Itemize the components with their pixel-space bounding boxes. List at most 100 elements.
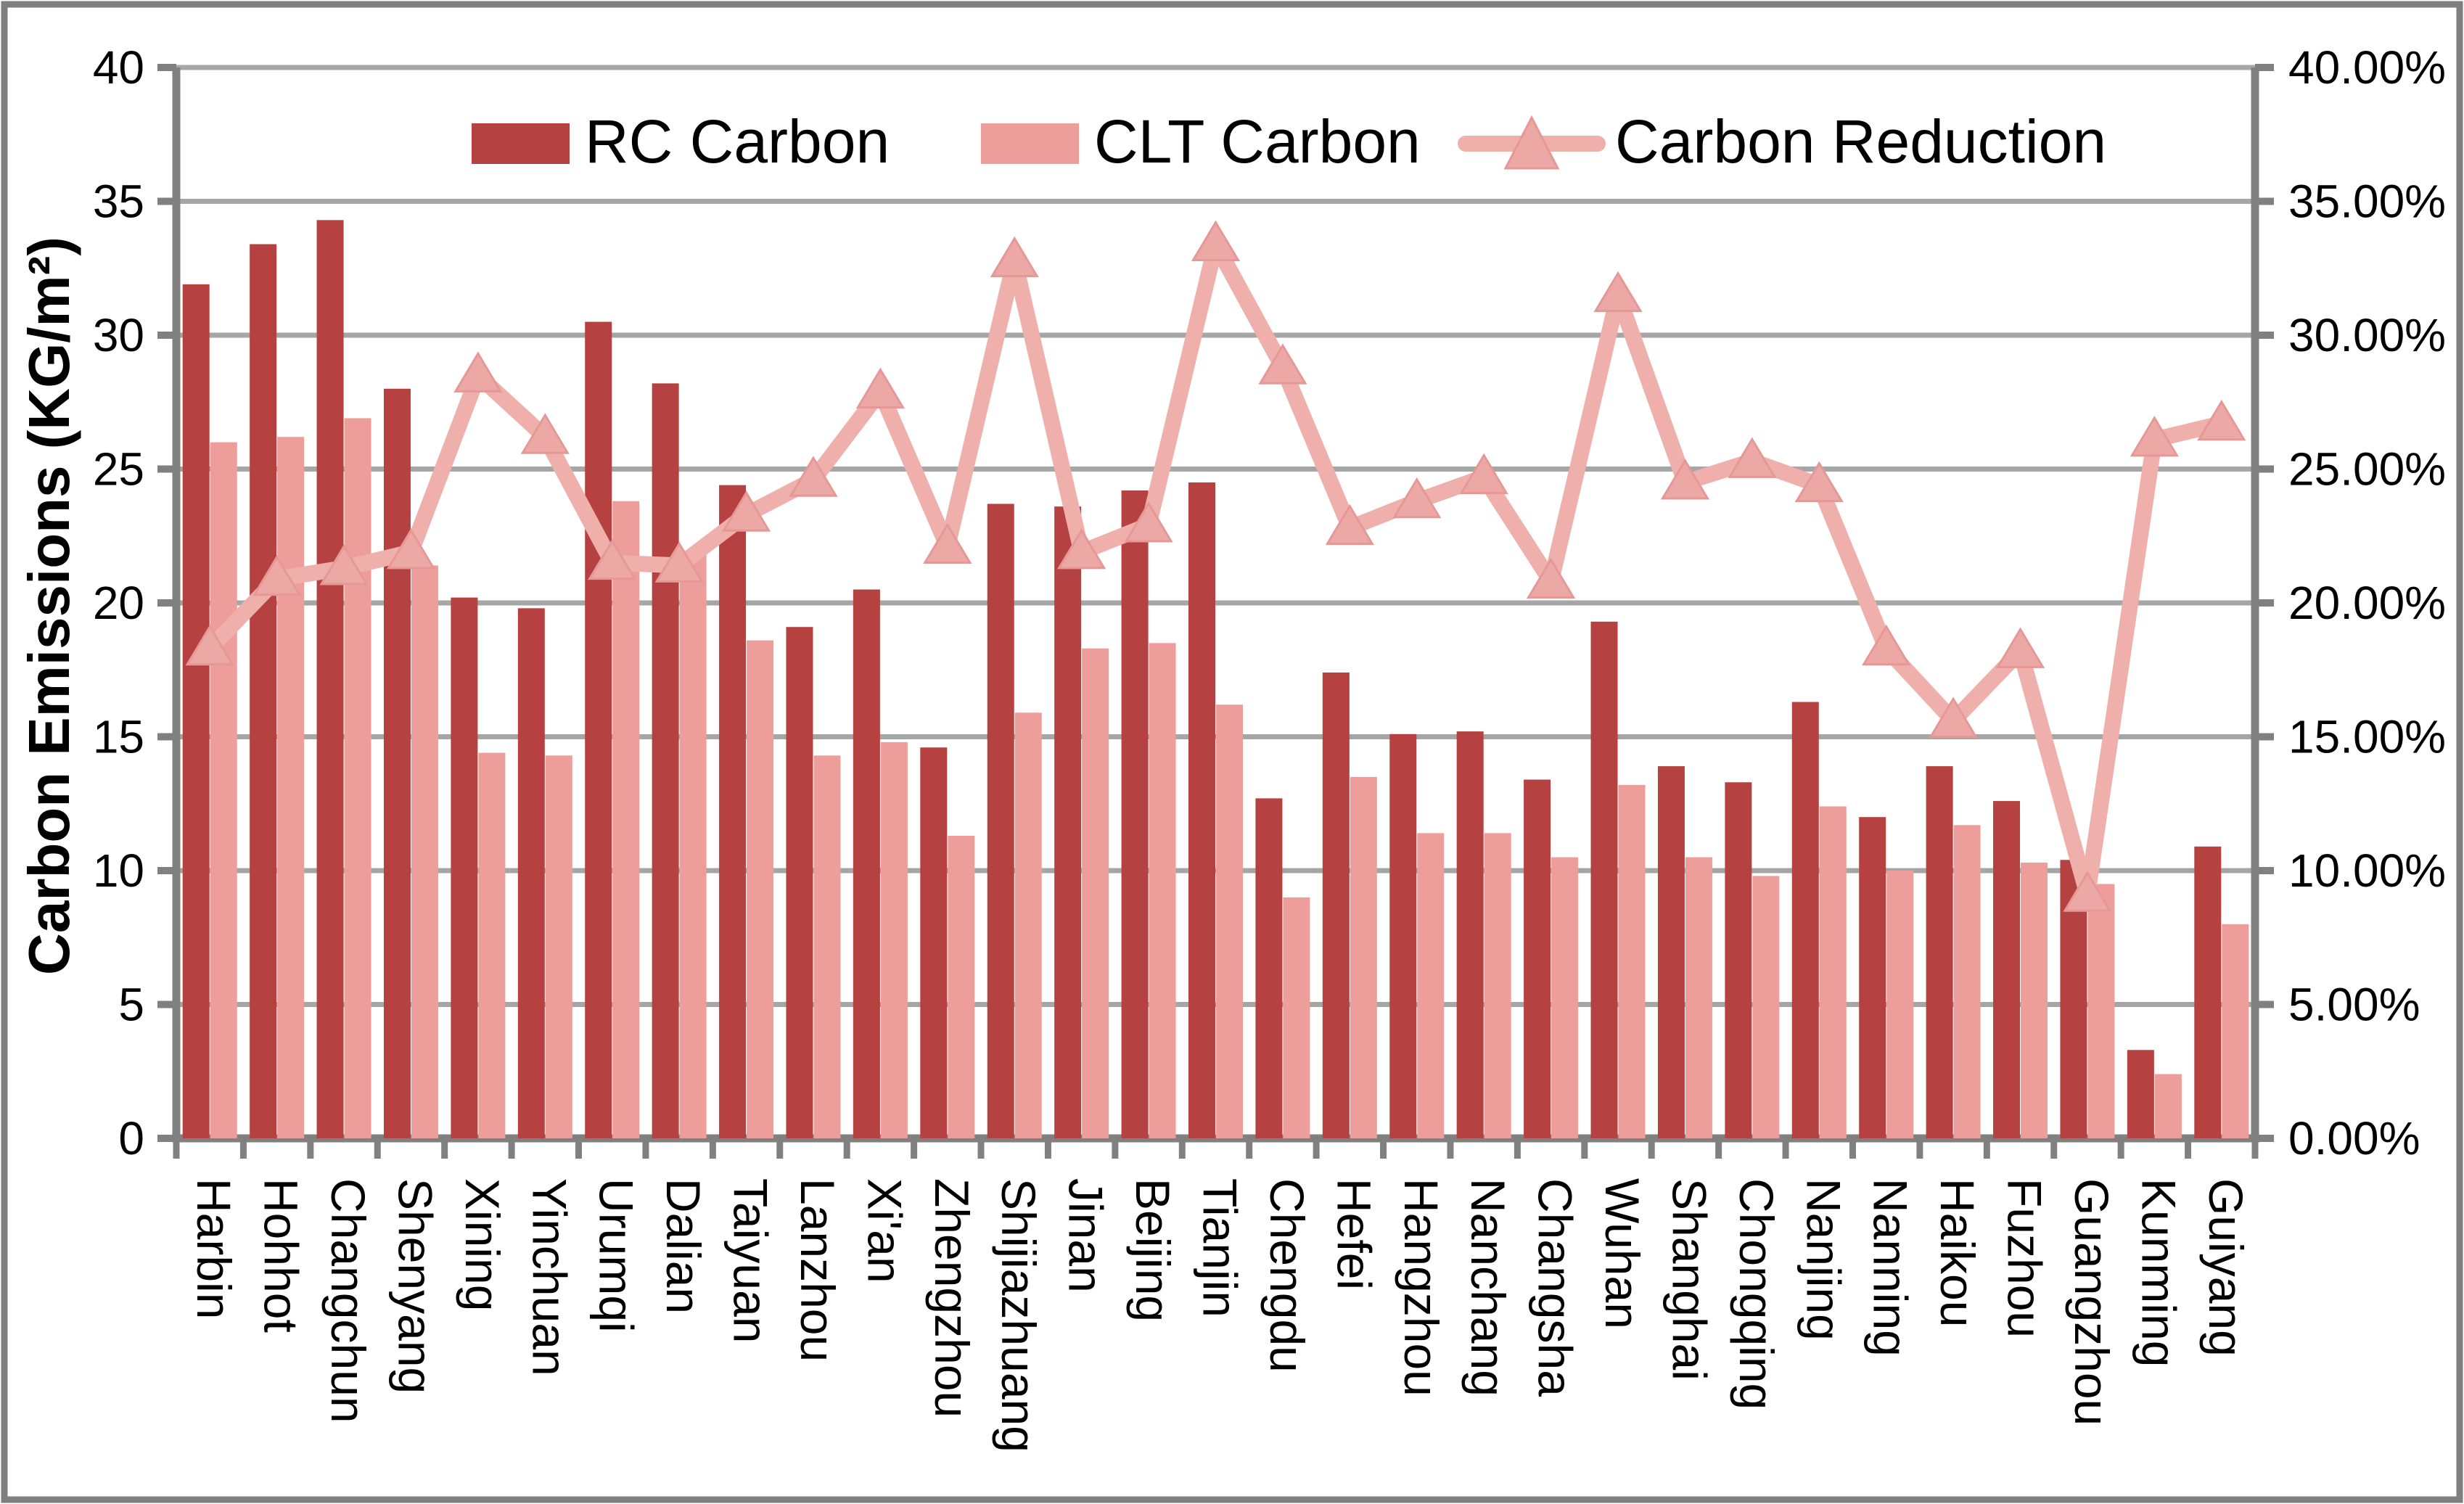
left-axis-tick-label: 10 <box>93 845 144 897</box>
left-axis-tick-label: 15 <box>93 711 144 763</box>
left-axis-tick-label: 40 <box>93 41 144 94</box>
category-labels: Harbin Hohhot Changchun Shenyang Xining Yinch… <box>187 1178 2253 1452</box>
category-label: Harbin <box>187 1178 241 1319</box>
category-label: Chongqing <box>1730 1178 1783 1410</box>
legend-label-rc: RC Carbon <box>585 107 890 176</box>
clt-bar <box>2222 924 2249 1138</box>
category-label: Fuzhou <box>1998 1178 2052 1338</box>
rc-bar <box>182 284 210 1138</box>
rc-bar <box>585 321 612 1138</box>
category-label: Beijing <box>1126 1178 1180 1322</box>
carbon-reduction-markers <box>185 220 2246 912</box>
category-label: Nanjing <box>1796 1178 1850 1341</box>
clt-bar <box>210 442 237 1138</box>
rc-bar <box>1524 779 1551 1138</box>
rc-bar <box>1054 506 1082 1138</box>
rc-bar <box>719 485 747 1138</box>
category-label: Taiyuan <box>724 1178 778 1344</box>
carbon-reduction-marker <box>789 456 838 497</box>
clt-bar <box>1014 712 1042 1138</box>
clt-bar <box>478 752 506 1138</box>
clt-bar <box>1752 876 1780 1138</box>
clt-bar <box>747 640 774 1138</box>
category-label: Hohhot <box>255 1178 308 1333</box>
rc-bar <box>920 747 948 1138</box>
clt-bar <box>1551 857 1579 1138</box>
clt-bar <box>948 836 975 1138</box>
carbon-reduction-marker <box>654 541 704 583</box>
clt-bar <box>411 565 438 1138</box>
category-label: Jinan <box>1059 1178 1113 1293</box>
left-axis-tick-label: 35 <box>93 176 144 228</box>
category-label: Yinchuan <box>522 1178 576 1376</box>
carbon-reduction-marker <box>1392 477 1442 519</box>
carbon-reduction-marker <box>1929 696 1978 738</box>
carbon-reduction-marker <box>2063 871 2112 912</box>
rc-bar <box>451 597 478 1138</box>
clt-bar <box>1886 871 1914 1138</box>
category-label: Shijiazhuang <box>992 1178 1046 1452</box>
carbon-reduction-marker <box>386 527 436 570</box>
carbon-reduction-marker <box>990 236 1039 278</box>
rc-bar <box>250 244 277 1138</box>
carbon-reduction-marker <box>855 367 905 408</box>
right-axis-tick-label: 35.00% <box>2288 176 2446 228</box>
right-axis-tick-label: 25.00% <box>2288 443 2446 496</box>
carbon-reduction-marker <box>923 522 972 564</box>
category-label: Dalian <box>657 1178 710 1314</box>
clt-bar <box>277 437 305 1138</box>
rc-bar <box>517 608 545 1138</box>
clt-bar <box>2021 862 2048 1138</box>
carbon-reduction-marker <box>1862 624 1911 666</box>
carbon-reduction-marker <box>252 554 302 596</box>
category-label: Shenyang <box>388 1178 442 1394</box>
rc-bar <box>1456 731 1484 1138</box>
category-label: Xining <box>456 1178 509 1311</box>
category-label: Chengdu <box>1260 1178 1314 1373</box>
carbon-reduction-marker <box>1794 461 1844 503</box>
right-axis-tick-label: 10.00% <box>2288 845 2446 897</box>
clt-bar <box>880 741 908 1138</box>
carbon-reduction-marker <box>1258 343 1307 385</box>
clt-bar <box>1216 704 1243 1138</box>
rc-carbon-bars <box>182 220 2222 1139</box>
category-label: Hangzhou <box>1395 1178 1448 1397</box>
carbon-reduction-marker <box>2130 415 2180 457</box>
rc-bar <box>1791 702 1819 1138</box>
category-label: Nanchang <box>1461 1178 1515 1397</box>
left-axis-tick-label: 20 <box>93 577 144 629</box>
left-axis-tick-label: 5 <box>118 979 144 1031</box>
carbon-reduction-marker <box>1459 453 1508 495</box>
category-label: Xi'an <box>858 1178 911 1283</box>
carbon-reduction-marker <box>721 490 771 532</box>
clt-bar <box>679 554 707 1138</box>
rc-bar <box>652 383 679 1139</box>
clt-bar <box>1819 806 1847 1138</box>
category-label: Changchun <box>321 1178 375 1423</box>
carbon-reduction-marker <box>1526 557 1576 599</box>
legend-label-clt: CLT Carbon <box>1094 107 1421 176</box>
legend-swatch-rc <box>472 123 570 164</box>
carbon-reduction-marker <box>1593 271 1643 313</box>
category-label: Zhengzhou <box>925 1178 979 1418</box>
rc-bar <box>987 504 1014 1138</box>
carbon-reduction-marker <box>453 351 503 393</box>
legend-triangle-icon <box>1503 115 1560 170</box>
carbon-reduction-marker <box>588 538 637 580</box>
carbon-reduction-marker <box>1124 501 1173 543</box>
clt-bar <box>2087 884 2115 1138</box>
right-axis-tick-label: 40.00% <box>2288 41 2446 94</box>
category-label: Lanzhou <box>791 1178 845 1362</box>
rc-bar <box>1255 798 1283 1138</box>
category-label: Hefei <box>1327 1178 1381 1290</box>
category-label: Shanghai <box>1662 1178 1716 1381</box>
carbon-reduction-marker <box>319 544 369 585</box>
carbon-reduction-marker <box>185 624 234 666</box>
rc-bar <box>1389 733 1417 1138</box>
category-label: Tianjin <box>1194 1178 1247 1318</box>
left-axis-tick-label: 25 <box>93 443 144 496</box>
category-label: Changsha <box>1529 1178 1582 1397</box>
left-axis-tick-label: 0 <box>118 1112 144 1164</box>
